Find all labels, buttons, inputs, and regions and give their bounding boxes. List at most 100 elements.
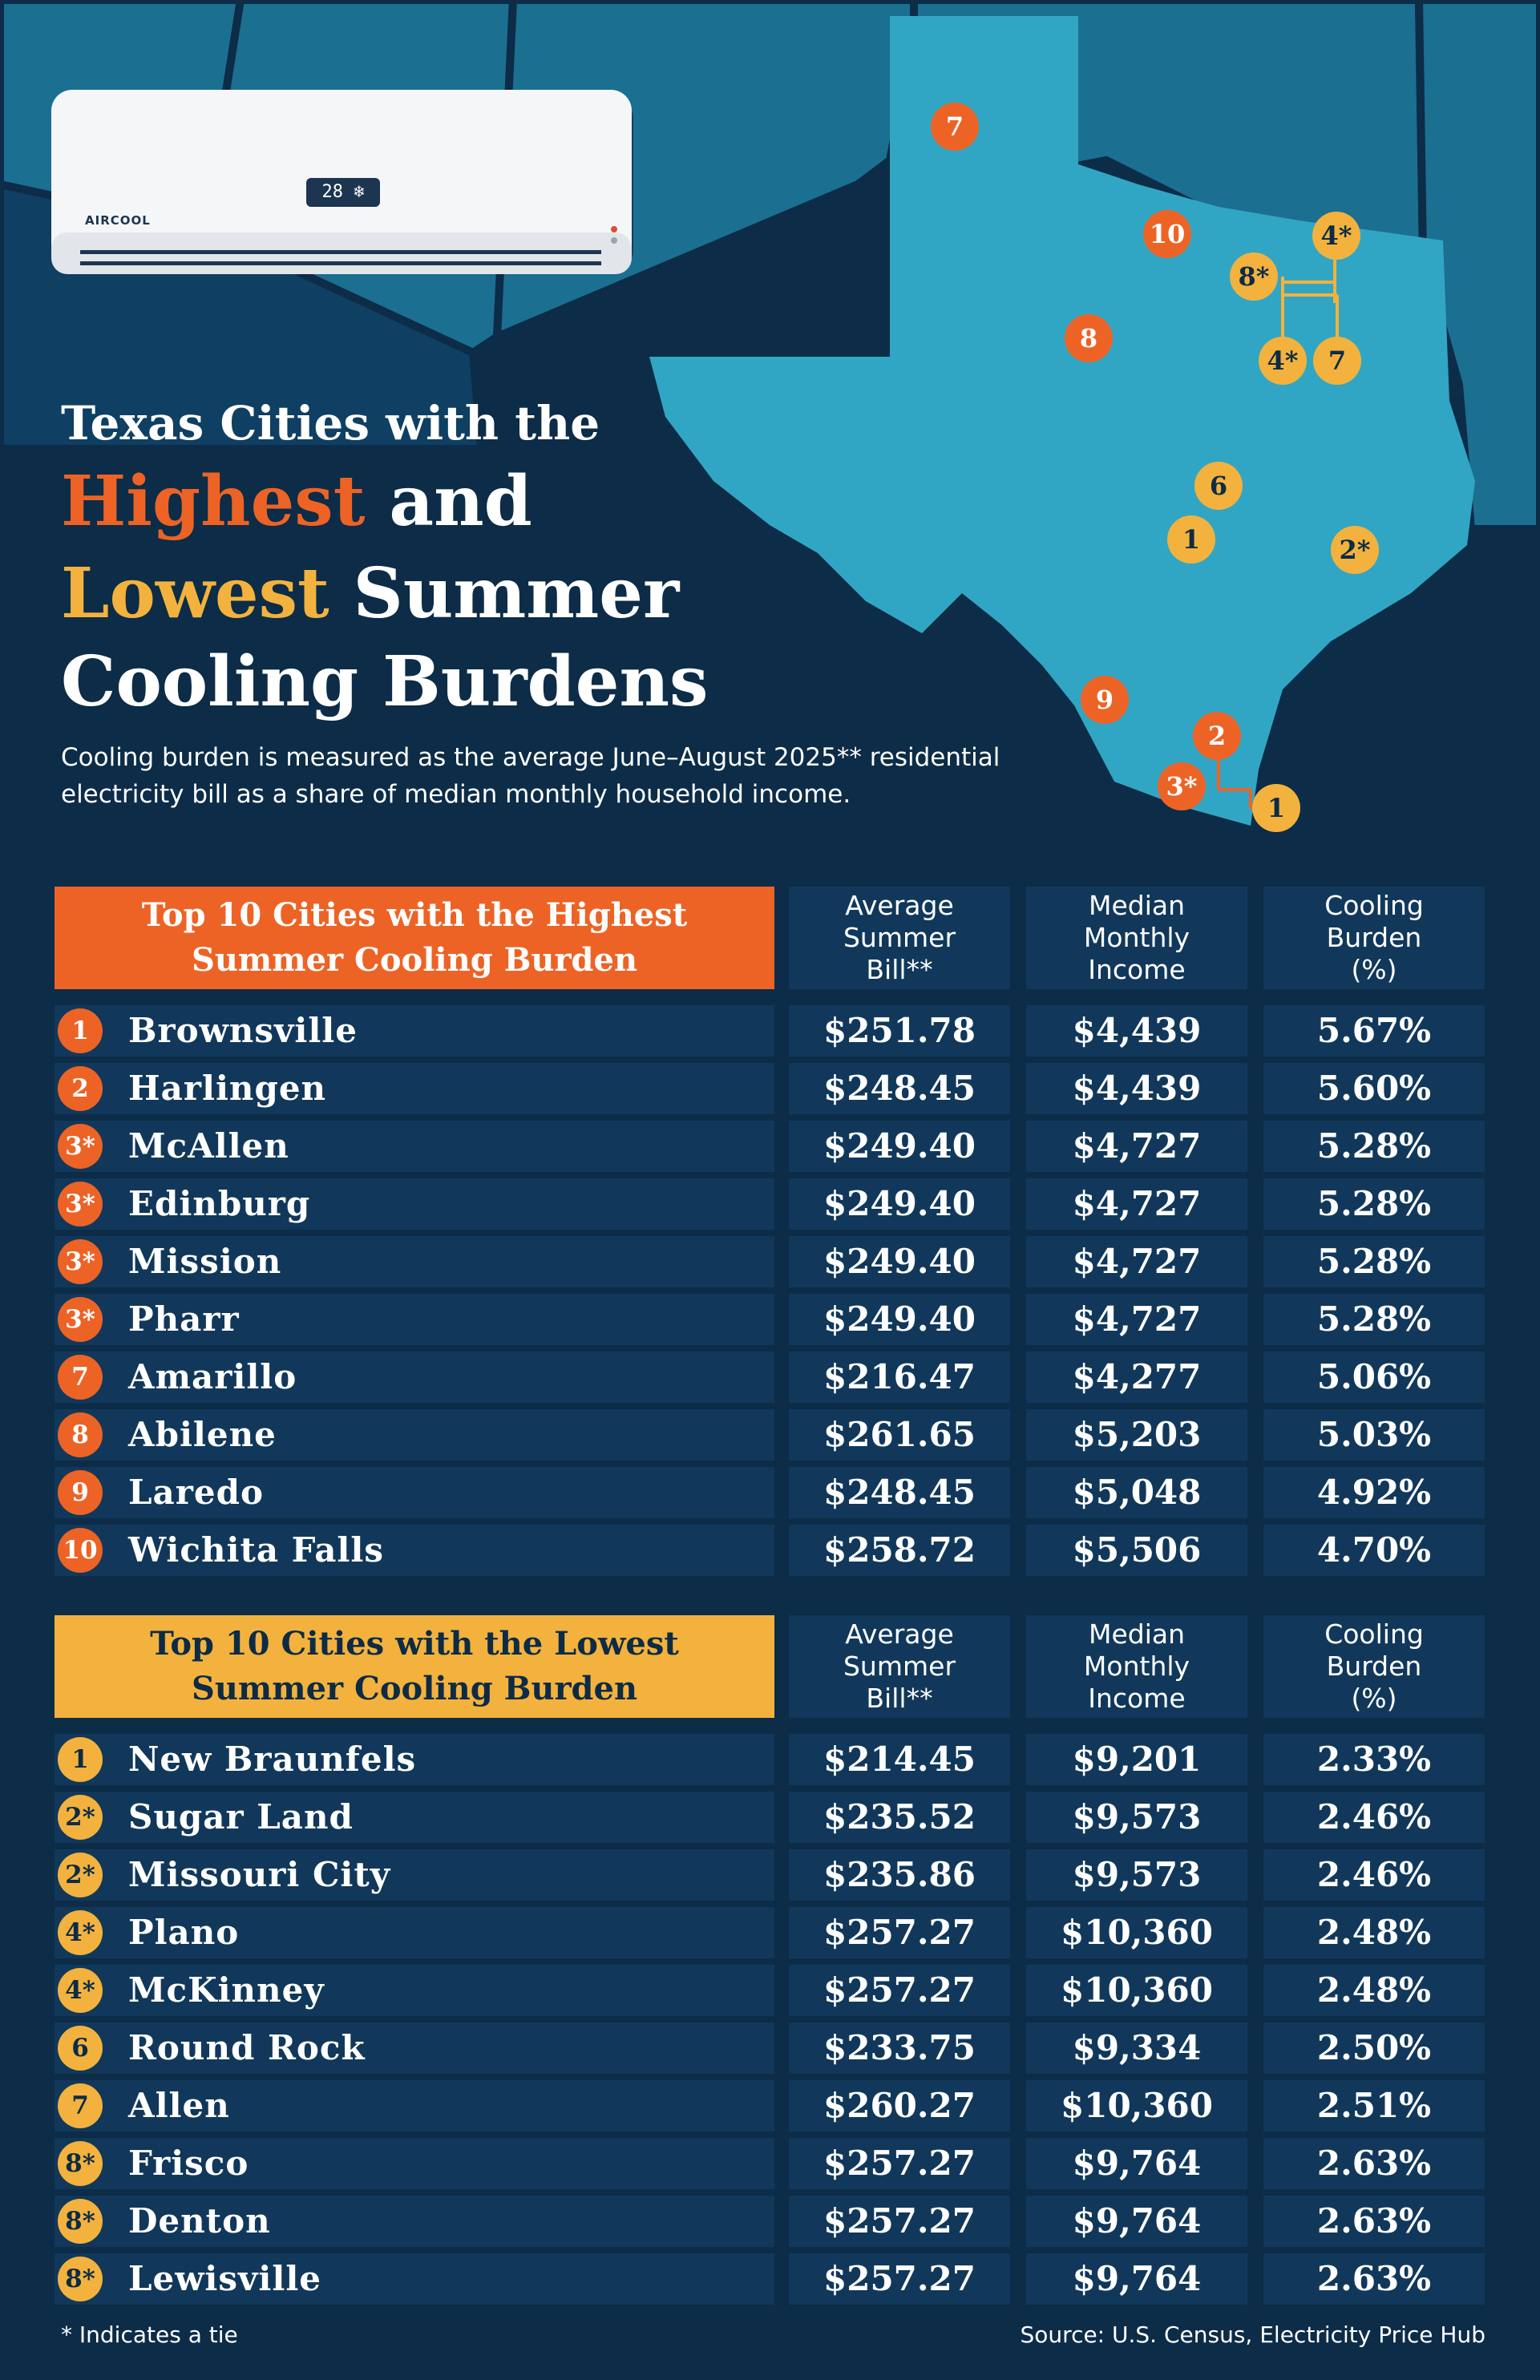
table-row: 3* McAllen $249.40 $4,727 5.28% [55, 1121, 1485, 1172]
rank-badge: 3* [58, 1239, 103, 1284]
map-marker-circle [1081, 676, 1129, 724]
table-row: 4* McKinney $257.27 $10,360 2.48% [55, 1965, 1485, 2016]
bill-value: $249.40 [789, 1121, 1010, 1172]
table-row: 1 Brownsville $251.78 $4,439 5.67% [55, 1005, 1485, 1057]
city-cell: 2* Missouri City [55, 1849, 774, 1901]
title-line-2: Highest and [61, 461, 532, 542]
bill-value: $260.27 [789, 2080, 1010, 2131]
income-value: $9,764 [1026, 2138, 1247, 2189]
income-value: $4,727 [1026, 1294, 1247, 1345]
map-marker-hi: 2 [1193, 712, 1241, 760]
map-marker-circle [1065, 314, 1113, 362]
bill-value: $248.45 [789, 1467, 1010, 1518]
bill-value: $233.75 [789, 2022, 1010, 2074]
city-cell: 3* Pharr [55, 1294, 774, 1345]
table-row: 8 Abilene $261.65 $5,203 5.03% [55, 1409, 1485, 1461]
ac-temperature-display: 28 ❄ [321, 182, 365, 202]
map-marker-circle [1259, 337, 1307, 385]
table-row: 8* Denton $257.27 $9,764 2.63% [55, 2196, 1485, 2247]
income-value: $9,573 [1026, 1792, 1247, 1843]
map-marker-circle [1252, 784, 1300, 832]
income-value: $5,506 [1026, 1525, 1247, 1576]
city-cell: 4* Plano [55, 1907, 774, 1958]
map-marker-label: 9 [1096, 685, 1114, 715]
highest-table-title: Top 10 Cities with the Highest Summer Co… [55, 887, 774, 989]
city-name: Lewisville [128, 2259, 321, 2298]
burden-value: 2.51% [1263, 2080, 1485, 2131]
table-row: 2* Sugar Land $235.52 $9,573 2.46% [55, 1792, 1485, 1843]
map-marker-label: 7 [946, 111, 964, 142]
city-cell: 8* Denton [55, 2196, 774, 2247]
map-marker-circle [1230, 253, 1278, 301]
map-marker-label: 4* [1267, 345, 1299, 376]
rank-badge: 7 [58, 2083, 103, 2128]
burden-value: 5.67% [1263, 1005, 1485, 1057]
burden-value: 5.60% [1263, 1063, 1485, 1114]
map-marker-lo: 6 [1194, 462, 1243, 510]
city-name: Missouri City [128, 1855, 391, 1894]
income-value: $4,727 [1026, 1178, 1247, 1230]
map-marker-hi: 8 [1065, 314, 1113, 362]
city-cell: 6 Round Rock [55, 2022, 774, 2074]
title-highest: Highest [61, 461, 366, 542]
bill-value: $261.65 [789, 1409, 1010, 1461]
city-cell: 8* Lewisville [55, 2253, 774, 2305]
column-header-income: Median Monthly Income [1026, 887, 1247, 989]
map-marker-lo: 1 [1167, 515, 1215, 564]
burden-value: 2.46% [1263, 1849, 1485, 1901]
rank-badge: 1 [58, 1737, 103, 1782]
income-value: $9,764 [1026, 2253, 1247, 2305]
bill-value: $257.27 [789, 1965, 1010, 2016]
burden-value: 2.63% [1263, 2138, 1485, 2189]
map-marker-label: 2* [1340, 535, 1371, 565]
income-value: $9,201 [1026, 1734, 1247, 1785]
burden-value: 5.03% [1263, 1409, 1485, 1461]
city-cell: 10 Wichita Falls [55, 1525, 774, 1576]
city-name: Brownsville [128, 1011, 358, 1050]
map-marker-circle [1143, 210, 1191, 258]
bill-value: $235.86 [789, 1849, 1010, 1901]
map-marker-label: 3* [1166, 771, 1198, 802]
map-marker-lo: 2* [1331, 526, 1379, 574]
city-cell: 8* Frisco [55, 2138, 774, 2189]
burden-value: 4.92% [1263, 1467, 1485, 1518]
income-value: $10,360 [1026, 1907, 1247, 1958]
city-name: Sugar Land [128, 1797, 354, 1837]
ac-unit-illustration [51, 90, 633, 274]
bill-value: $216.47 [789, 1352, 1010, 1403]
rank-badge: 7 [58, 1355, 103, 1400]
burden-value: 4.70% [1263, 1525, 1485, 1576]
income-value: $5,048 [1026, 1467, 1247, 1518]
rank-badge: 10 [58, 1528, 103, 1573]
table-row: 6 Round Rock $233.75 $9,334 2.50% [55, 2022, 1485, 2074]
income-value: $4,727 [1026, 1121, 1247, 1172]
bill-value: $214.45 [789, 1734, 1010, 1785]
rank-badge: 6 [58, 2026, 103, 2071]
column-header-burden: Cooling Burden (%) [1263, 1615, 1485, 1718]
city-name: Pharr [128, 1299, 240, 1339]
burden-value: 5.28% [1263, 1121, 1485, 1172]
city-name: McAllen [128, 1126, 289, 1166]
bill-value: $257.27 [789, 1907, 1010, 1958]
column-header-bill: Average Summer Bill** [789, 887, 1010, 989]
city-cell: 4* McKinney [55, 1965, 774, 2016]
table-row: 2 Harlingen $248.45 $4,439 5.60% [55, 1063, 1485, 1114]
rank-badge: 2 [58, 1066, 103, 1111]
city-name: Plano [128, 1913, 240, 1952]
map-marker-lo: 7 [1313, 337, 1361, 385]
title-and: and [365, 461, 532, 542]
income-value: $4,277 [1026, 1352, 1247, 1403]
city-name: Mission [128, 1242, 282, 1281]
bill-value: $257.27 [789, 2138, 1010, 2189]
map-marker-lo: 1 [1252, 784, 1300, 832]
city-cell: 3* Edinburg [55, 1178, 774, 1230]
map-marker-label: 1 [1182, 524, 1200, 555]
city-name: Laredo [128, 1473, 264, 1512]
column-header-income: Median Monthly Income [1026, 1615, 1247, 1718]
income-value: $10,360 [1026, 2080, 1247, 2131]
city-name: McKinney [128, 1970, 325, 2010]
title-line-4: Cooling Burdens [61, 641, 709, 722]
city-name: Denton [128, 2201, 271, 2241]
map-marker-label: 6 [1210, 471, 1227, 501]
